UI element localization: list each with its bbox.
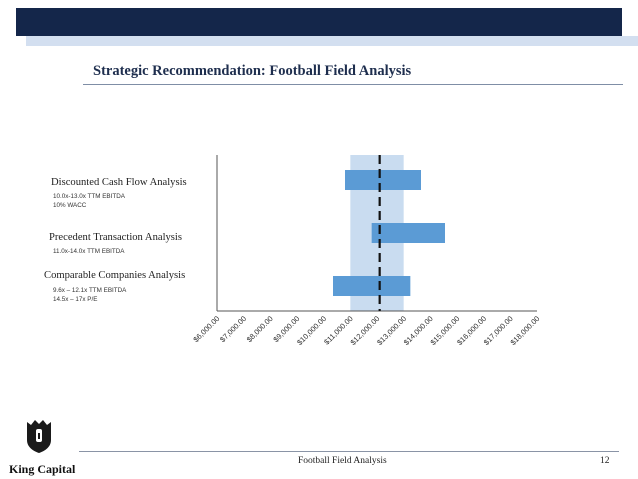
row-note-precedent-1: 11.0x-14.0x TTM EBITDA <box>53 248 125 255</box>
x-tick-label: $8,000.00 <box>245 314 275 344</box>
bar-dcf <box>345 170 421 190</box>
header-shadow <box>26 36 638 46</box>
footer-title: Football Field Analysis <box>298 456 387 466</box>
slide-title: Strategic Recommendation: Football Field… <box>93 63 412 79</box>
bar-precedent <box>371 223 445 243</box>
row-label-comparable: Comparable Companies Analysis <box>44 270 186 281</box>
title-divider <box>83 84 623 85</box>
bar-comparable <box>333 276 411 296</box>
row-label-precedent: Precedent Transaction Analysis <box>49 232 182 243</box>
footer-divider <box>79 451 619 452</box>
brand-name: King Capital <box>9 462 76 476</box>
x-tick-label: $7,000.00 <box>218 314 248 344</box>
row-note-comparable-2: 14.5x – 17x P/E <box>53 296 98 303</box>
x-tick-label: $18,000.00 <box>509 314 542 347</box>
row-label-dcf: Discounted Cash Flow Analysis <box>51 177 187 188</box>
row-note-dcf-1: 10.0x-13.0x TTM EBITDA <box>53 193 125 200</box>
row-note-comparable-1: 9.6x – 12.1x TTM EBITDA <box>53 287 127 294</box>
king-capital-logo-icon <box>27 420 51 453</box>
x-tick-label: $6,000.00 <box>191 314 221 344</box>
header-band <box>16 8 622 36</box>
row-note-dcf-2: 10% WACC <box>53 202 87 209</box>
page-number: 12 <box>600 456 610 466</box>
